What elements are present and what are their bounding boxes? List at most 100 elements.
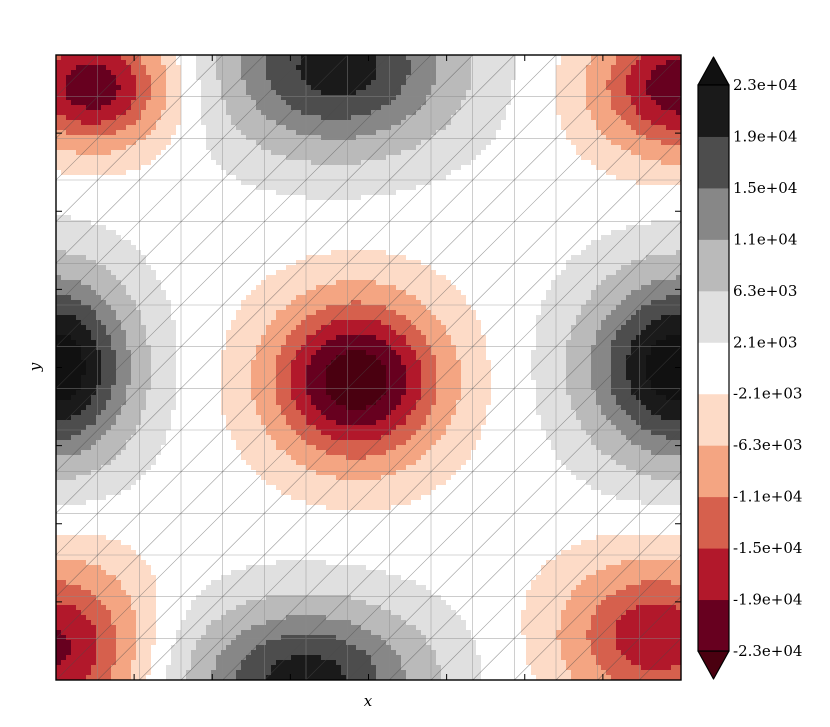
contour-cell: [86, 155, 92, 161]
contour-cell: [86, 250, 92, 256]
contour-cell: [181, 585, 187, 591]
contour-cell: [211, 430, 217, 436]
contour-cell: [231, 260, 237, 266]
contour-cell: [116, 265, 122, 271]
contour-cell: [176, 290, 182, 296]
contour-cell: [96, 185, 102, 191]
contour-cell: [231, 80, 237, 86]
contour-cell: [81, 215, 87, 221]
contour-cell: [61, 510, 67, 516]
contour-cell: [131, 455, 137, 461]
contour-cell: [96, 425, 102, 431]
contour-cell: [146, 330, 152, 336]
contour-cell: [121, 660, 127, 666]
contour-cell: [231, 485, 237, 491]
contour-cell: [66, 80, 72, 86]
contour-cell: [116, 530, 122, 536]
contour-cell: [141, 370, 147, 376]
contour-cell: [231, 660, 237, 666]
contour-cell: [216, 510, 222, 516]
contour-cell: [136, 645, 142, 651]
contour-cell: [186, 580, 192, 586]
contour-cell: [141, 325, 147, 331]
contour-cell: [196, 475, 202, 481]
contour-cell: [171, 60, 177, 66]
contour-cell: [146, 495, 152, 501]
contour-cell: [146, 225, 152, 231]
contour-cell: [231, 525, 237, 531]
contour-cell: [71, 70, 77, 76]
contour-cell: [206, 525, 212, 531]
contour-cell: [81, 625, 87, 631]
contour-cell: [251, 95, 257, 101]
contour-cell: [201, 125, 207, 131]
contour-cell: [86, 595, 92, 601]
contour-cell: [211, 255, 217, 261]
contour-cell: [91, 480, 97, 486]
contour-cell: [171, 80, 177, 86]
contour-cell: [181, 320, 187, 326]
contour-cell: [196, 105, 202, 111]
contour-cell: [186, 470, 192, 476]
contour-cell: [221, 60, 227, 66]
contour-cell: [171, 575, 177, 581]
contour-cell: [56, 80, 62, 86]
contour-cell: [91, 215, 97, 221]
contour-cell: [191, 520, 197, 526]
contour-cell: [151, 335, 157, 341]
contour-cell: [111, 335, 117, 341]
contour-cell: [86, 175, 92, 181]
contour-cell: [116, 140, 122, 146]
contour-cell: [56, 595, 62, 601]
contour-cell: [136, 110, 142, 116]
contour-cell: [166, 400, 172, 406]
contour-cell: [241, 185, 247, 191]
contour-cell: [191, 540, 197, 546]
contour-cell: [176, 265, 182, 271]
contour-cell: [246, 245, 252, 251]
contour-cell: [231, 190, 237, 196]
contour-cell: [131, 615, 137, 621]
contour-cell: [231, 315, 237, 321]
contour-cell: [231, 650, 237, 656]
contour-cell: [86, 455, 92, 461]
contour-cell: [56, 100, 62, 106]
contour-cell: [146, 655, 152, 661]
contour-cell: [246, 145, 252, 151]
contour-cell: [161, 200, 167, 206]
contour-cell: [116, 250, 122, 256]
contour-cell: [251, 510, 257, 516]
contour-cell: [76, 525, 82, 531]
contour-cell: [211, 465, 217, 471]
contour-cell: [151, 645, 157, 651]
contour-cell: [116, 320, 122, 326]
contour-cell: [146, 120, 152, 126]
contour-cell: [151, 305, 157, 311]
contour-cell: [116, 465, 122, 471]
contour-cell: [221, 115, 227, 121]
contour-cell: [86, 345, 92, 351]
contour-cell: [106, 160, 112, 166]
contour-cell: [66, 475, 72, 481]
contour-cell: [91, 440, 97, 446]
contour-cell: [61, 115, 67, 121]
contour-cell: [181, 230, 187, 236]
contour-cell: [61, 465, 67, 471]
contour-cell: [151, 330, 157, 336]
contour-cell: [101, 655, 107, 661]
contour-cell: [186, 375, 192, 381]
contour-cell: [136, 600, 142, 606]
contour-cell: [116, 460, 122, 466]
contour-cell: [121, 105, 127, 111]
contour-cell: [76, 660, 82, 666]
contour-cell: [91, 175, 97, 181]
contour-cell: [81, 350, 87, 356]
contour-cell: [56, 140, 62, 146]
contour-cell: [241, 630, 247, 636]
contour-cell: [61, 475, 67, 481]
contour-cell: [236, 475, 242, 481]
contour-cell: [201, 585, 207, 591]
contour-cell: [181, 540, 187, 546]
contour-cell: [71, 130, 77, 136]
contour-cell: [101, 645, 107, 651]
